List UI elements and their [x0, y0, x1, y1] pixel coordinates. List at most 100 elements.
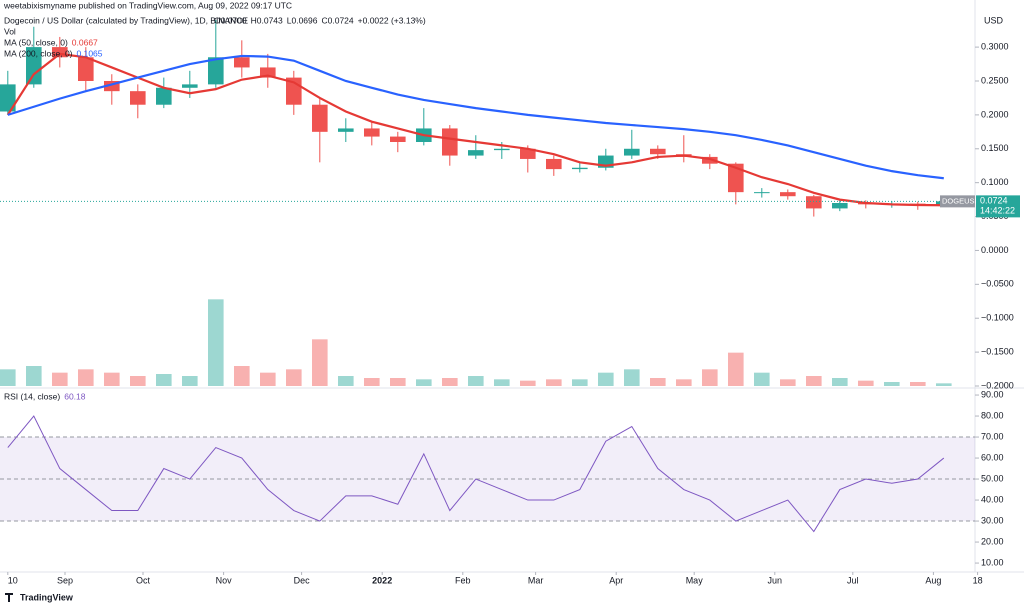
candle-body	[806, 196, 822, 209]
x-tick-label: Apr	[609, 575, 623, 585]
y-tick-label: −0.1000	[981, 313, 1014, 323]
x-tick-label: 10	[8, 575, 18, 585]
candle-body	[208, 57, 224, 85]
legend-entry: RSI (14, close)	[4, 391, 60, 401]
candle-body	[390, 136, 406, 142]
y-tick-label: 0.1000	[981, 177, 1009, 187]
volume-bar	[312, 339, 328, 386]
candle-body	[52, 47, 68, 58]
x-tick-label: Nov	[216, 575, 233, 585]
volume-bar	[520, 380, 536, 386]
x-tick-label: Feb	[455, 575, 471, 585]
brand-logo	[5, 593, 13, 602]
symbol-tag: DOGEUSD	[942, 196, 981, 205]
volume-bar	[650, 378, 666, 386]
candle-body	[754, 192, 770, 194]
volume-bar	[104, 372, 120, 386]
x-tick-label: Jul	[847, 575, 859, 585]
rsi-pane: 90.00 80.00 70.00 60.00 50.00 40.00 30.00 20.00…	[0, 389, 1004, 585]
volume-bar	[130, 376, 146, 386]
volume-bar	[26, 366, 42, 386]
legend-value: 0.1065	[77, 48, 103, 58]
x-tick-label: Oct	[136, 575, 151, 585]
x-tick-label: Dec	[294, 575, 311, 585]
symbol-title: Dogecoin / US Dollar (calculated by Trad…	[4, 15, 248, 25]
volume-bar	[754, 372, 770, 386]
ohlc-value: O0.0700	[214, 15, 247, 25]
last-price-label: 0.0724	[980, 196, 1008, 206]
volume-bar	[624, 369, 640, 386]
volume-bar	[806, 376, 822, 386]
volume-bar	[546, 379, 562, 386]
candle-body	[572, 167, 588, 170]
y-tick-label: 0.2000	[981, 109, 1009, 119]
legend-value: 60.18	[64, 391, 86, 401]
volume-bar	[78, 369, 94, 386]
legend-entry: MA (200, close, 0)	[4, 48, 73, 58]
currency: USD	[984, 15, 1004, 25]
volume-bar	[52, 372, 68, 386]
legend-volume: Vol	[4, 26, 16, 36]
y-tick-label: 90.00	[981, 389, 1004, 399]
volume-bar	[338, 376, 354, 386]
brand: TradingView	[20, 592, 74, 602]
rsi-line	[7, 415, 945, 533]
volume-bar	[442, 378, 458, 386]
candle-body	[468, 150, 484, 156]
countdown: 14:42:22	[980, 206, 1015, 216]
candle-body	[78, 57, 94, 81]
y-tick-label: 40.00	[981, 494, 1004, 504]
volume-bar	[156, 374, 172, 386]
y-tick-label: 10.00	[981, 557, 1004, 567]
candle-body	[650, 148, 666, 155]
y-tick-label: 30.00	[981, 515, 1004, 525]
x-tick-label: 18	[973, 575, 983, 585]
symbol-tag-box	[940, 195, 975, 208]
legend-entry: MA (50, close, 0)	[4, 37, 68, 47]
y-tick-label: −0.1500	[981, 346, 1014, 356]
volume-bar	[832, 378, 848, 386]
volume-bar	[728, 352, 744, 386]
candle-body	[364, 128, 380, 137]
y-tick-label: 0.0000	[981, 245, 1009, 255]
candle-body	[234, 57, 250, 68]
y-tick-label: 0.3000	[981, 41, 1009, 51]
volume-bar	[260, 372, 276, 386]
candle-body	[0, 84, 16, 112]
candle-body	[156, 87, 172, 105]
y-tick-label: 0.1500	[981, 143, 1009, 153]
x-tick-label: Mar	[528, 575, 544, 585]
ohlc-value: +0.0022 (+3.13%)	[358, 15, 426, 25]
candle-body	[260, 67, 276, 78]
volume-bar	[598, 372, 614, 386]
x-tick-label: Sep	[57, 575, 73, 585]
volume-bar	[208, 299, 224, 386]
y-tick-label: −0.2000	[981, 380, 1014, 390]
moving-average	[6, 52, 944, 207]
candle-body	[780, 192, 796, 197]
volume-bar	[936, 383, 952, 386]
volume-bar	[364, 378, 380, 386]
candle-body	[104, 80, 120, 92]
volume-bar	[702, 369, 718, 386]
y-tick-label: 0.2500	[981, 75, 1009, 85]
legend-value: 0.0667	[72, 37, 98, 47]
y-tick-label: 50.00	[981, 473, 1004, 483]
price-pane: 0.30000.25000.20000.15000.10000.05000.00…	[0, 19, 1020, 390]
y-tick-label: 20.00	[981, 536, 1004, 546]
candle-body	[832, 202, 848, 209]
candle-body	[624, 148, 640, 156]
x-tick-label: 2022	[372, 575, 392, 585]
volume-bar	[884, 382, 900, 386]
volume-bar	[468, 376, 484, 386]
candle-body	[702, 156, 718, 164]
x-tick-label: May	[686, 575, 704, 585]
ohlc-value: H0.0743	[251, 15, 283, 25]
x-tick-label: Aug	[925, 575, 941, 585]
candle-body	[442, 128, 458, 156]
volume-bar	[0, 369, 16, 386]
publisher: weetabixismyname published on TradingVie…	[3, 0, 292, 10]
candle-body	[520, 148, 536, 159]
y-tick-label: −0.0500	[981, 279, 1014, 289]
